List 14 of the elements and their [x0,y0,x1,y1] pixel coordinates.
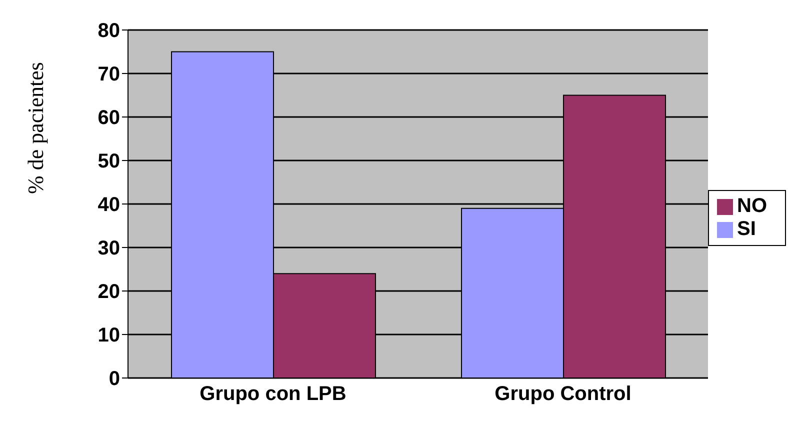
y-tick-label: 10 [98,324,120,347]
legend-label: SI [737,218,756,240]
y-tick-label: 70 [98,64,120,86]
y-tick-label: 30 [98,238,120,260]
y-tick-label: 20 [98,281,120,304]
y-tick-label: 40 [98,194,120,216]
x-tick-label: Grupo Control [494,383,632,406]
y-tick-label: 50 [98,150,120,173]
y-tick-label: 0 [108,368,120,390]
y-tick-label: 80 [98,20,120,42]
y-tick-label: 60 [98,107,120,130]
x-tick-label: Grupo con LPB [200,383,346,406]
y-axis-title: % de pacientes [23,61,49,196]
legend-label: NO [737,195,767,217]
